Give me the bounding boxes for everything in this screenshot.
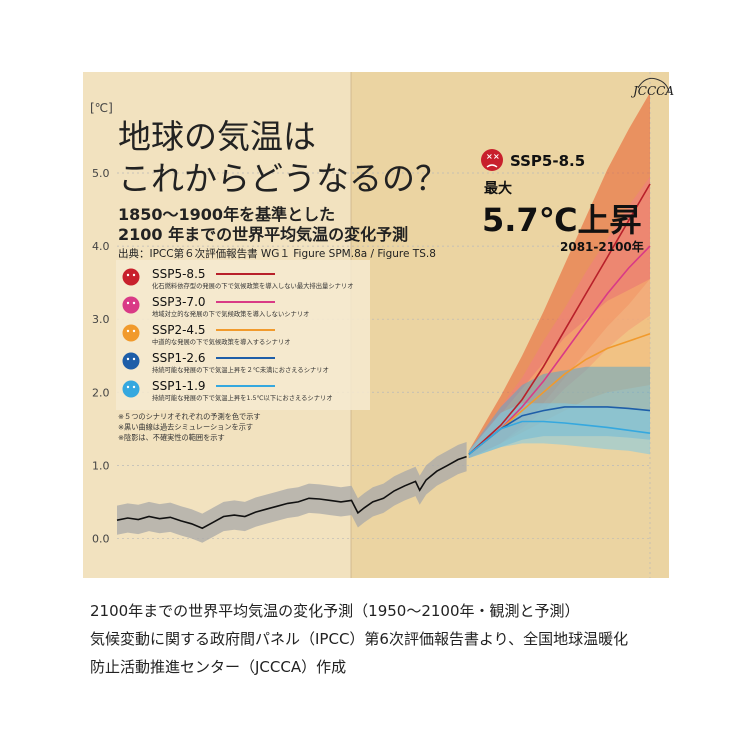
band-ssp370 (468, 176, 650, 459)
line-ssp585 (468, 183, 651, 455)
face-eye (132, 301, 136, 305)
chart-subtitle-line1: 1850～1900年を基準とした (118, 205, 335, 224)
line-ssp126 (468, 406, 651, 456)
face-eye (132, 385, 136, 389)
note-text: ※５つのシナリオそれぞれの予測を色で示す (118, 412, 261, 421)
y-tick-label: 2.0 (92, 386, 110, 399)
scenario-face-icon (122, 268, 140, 286)
legend: SSP5-8.5化石燃料依存型の発展の下で気候政策を導入しない最大排出量シナリオ… (116, 260, 370, 410)
callout-scenario: SSP5-8.5 (510, 152, 585, 170)
note-text: ※陰影は、不確実性の範囲を示す (118, 433, 225, 442)
face-eye (126, 329, 130, 333)
temperature-projection-chart: 0.0 1.0 2.0 3.0 4.0 5.0 [℃] JCCCA 地球の気温は これから… (83, 72, 674, 578)
y-axis-ticks: 0.0 1.0 2.0 3.0 4.0 5.0 (92, 167, 110, 545)
face-eye (132, 273, 136, 277)
face-eye (126, 301, 130, 305)
legend-description: 中道的な発展の下で気候政策を導入するシナリオ (152, 337, 291, 346)
line-ssp245 (468, 333, 651, 456)
face-eye (126, 357, 130, 361)
chart-subtitle-line2: 2100 年までの世界平均気温の変化予測 (118, 225, 408, 244)
face-eye (126, 385, 130, 389)
legend-scenario-name: SSP1-1.9 (152, 379, 206, 393)
legend-description: 地域対立的な発展の下で気候政策を導入しないシナリオ (152, 309, 309, 318)
chart-title-line2: これからどうなるの？ (118, 159, 448, 198)
y-axis-unit: [℃] (90, 101, 113, 115)
scenario-face-icon (122, 324, 140, 342)
callout-period: 2081-2100年 (560, 239, 644, 254)
legend-scenario-name: SSP3-7.0 (152, 295, 206, 309)
y-tick-label: 1.0 (92, 459, 110, 472)
y-tick-label: 5.0 (92, 167, 110, 180)
callout-value: 5.7℃上昇 (482, 201, 641, 239)
historical-line (116, 455, 467, 530)
scenario-lines (116, 183, 651, 530)
notes: ※５つのシナリオそれぞれの予測を色で示す ※黒い曲線は過去シミュレーションを示す※… (118, 412, 261, 442)
legend-description: 持続可能な発展の下で気温上昇を1.5℃以下におさえるシナリオ (152, 393, 333, 402)
legend-description: 持続可能な発展の下で気温上昇を２℃未満におさえるシナリオ (152, 365, 329, 374)
sad-face-icon (481, 149, 503, 171)
caption-line1: 2100年までの世界平均気温の変化予測（1950～2100年・観測と予測） (90, 602, 580, 620)
svg-text:×: × (486, 152, 493, 161)
jccca-logo: JCCCA (630, 77, 674, 98)
legend-description: 化石燃料依存型の発展の下で気候政策を導入しない最大排出量シナリオ (152, 281, 354, 290)
face-eye (126, 273, 130, 277)
y-tick-label: 0.0 (92, 532, 110, 545)
note-text: ※黒い曲線は過去シミュレーションを示す (118, 423, 253, 432)
face-eye (132, 357, 136, 361)
max-warming-callout: × × SSP5-8.5 最大 5.7℃上昇 2081-2100年 (481, 149, 644, 254)
historical-band (117, 442, 467, 543)
callout-label: 最大 (484, 180, 512, 197)
chart-source: 出典：IPCC第６次評価報告書 WG１ Figure SPM.8a / Figu… (118, 247, 436, 260)
face-eye (132, 329, 136, 333)
legend-scenario-name: SSP5-8.5 (152, 267, 206, 281)
legend-scenario-name: SSP1-2.6 (152, 351, 206, 365)
band-ssp585 (468, 92, 650, 459)
scenario-face-icon (122, 352, 140, 370)
y-tick-label: 3.0 (92, 313, 110, 326)
svg-text:JCCCA: JCCCA (630, 84, 674, 98)
line-ssp370 (468, 245, 651, 456)
chart-title: 地球の気温は (118, 117, 316, 156)
y-tick-label: 4.0 (92, 240, 110, 253)
caption-line2: 気候変動に関する政府間パネル（IPCC）第6次評価報告書より、全国地球温暖化 (90, 630, 629, 648)
uncertainty-bands (117, 92, 650, 543)
caption-line3: 防止活動推進センター（JCCCA）作成 (90, 658, 347, 676)
legend-scenario-name: SSP2-4.5 (152, 323, 206, 337)
scenario-face-icon (122, 380, 140, 398)
scenario-face-icon (122, 296, 140, 314)
svg-text:×: × (493, 152, 500, 161)
line-ssp119 (468, 420, 651, 456)
